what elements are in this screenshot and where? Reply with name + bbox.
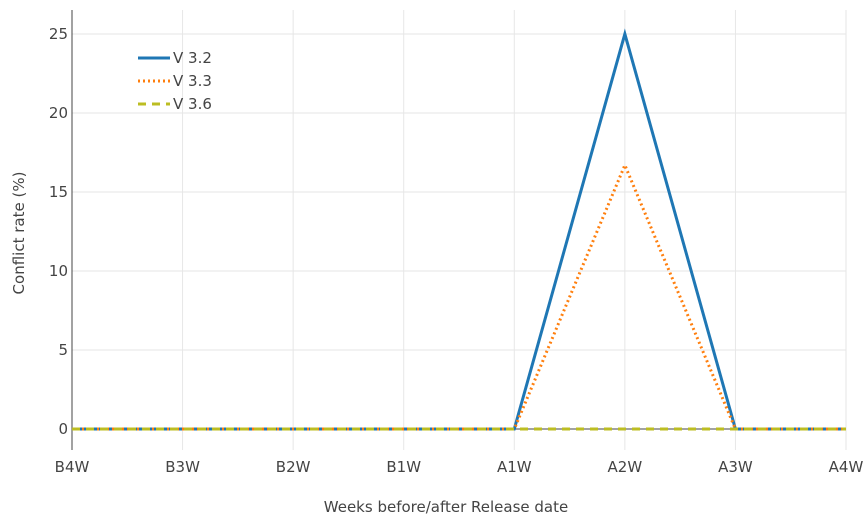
y-tick-label: 25 [49, 25, 68, 43]
series-line-v-3.3 [72, 161, 846, 431]
x-tick-label: A2W [608, 458, 643, 476]
legend-label: V 3.6 [173, 95, 212, 113]
x-tick-label: B2W [276, 458, 311, 476]
x-tick-label: B4W [55, 458, 90, 476]
series-line-v-3.2 [72, 28, 846, 431]
plot-area [72, 28, 846, 431]
x-tick-label: A4W [829, 458, 864, 476]
y-tick-label: 0 [58, 420, 68, 438]
legend-label: V 3.2 [173, 49, 212, 67]
x-axis-title: Weeks before/after Release date [324, 498, 568, 516]
legend: V 3.2 V 3.3 V 3.6 [138, 49, 212, 113]
y-tick-label: 5 [58, 341, 68, 359]
y-axis-ticks: 0 5 10 15 20 25 [49, 25, 68, 438]
x-tick-label: B1W [386, 458, 421, 476]
y-tick-label: 15 [49, 183, 68, 201]
x-tick-label: A3W [718, 458, 753, 476]
x-tick-label: B3W [165, 458, 200, 476]
y-axis-title: Conflict rate (%) [10, 172, 28, 295]
y-tick-label: 10 [49, 262, 68, 280]
grid-lines [71, 10, 847, 450]
x-axis-ticks: B4W B3W B2W B1W A1W A2W A3W A4W [55, 458, 864, 476]
x-tick-label: A1W [497, 458, 532, 476]
y-tick-label: 20 [49, 104, 68, 122]
legend-label: V 3.3 [173, 72, 212, 90]
